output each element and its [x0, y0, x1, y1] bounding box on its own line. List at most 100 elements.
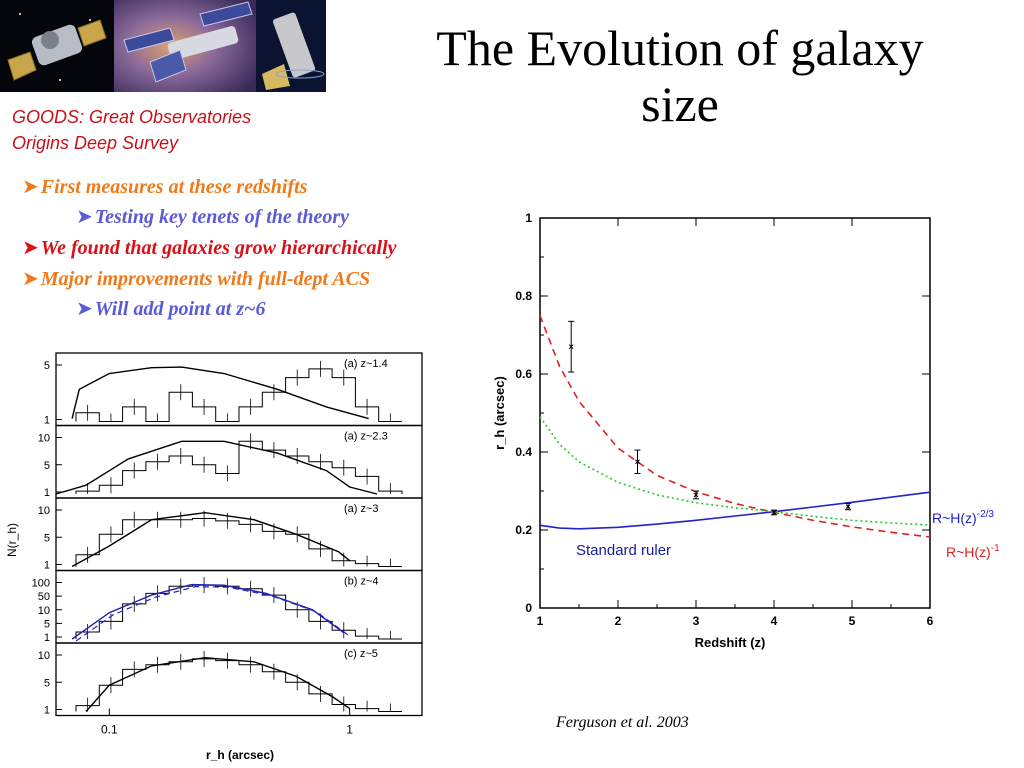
data-point	[568, 320, 575, 373]
x-tick-label: 0.1	[101, 723, 118, 737]
goods-caption-line2: Origins Deep Survey	[12, 133, 179, 153]
histogram-steps	[75, 518, 402, 567]
y-tick-label: 0.4	[515, 445, 532, 459]
histogram-steps	[75, 440, 403, 494]
histogram-steps	[75, 368, 402, 422]
y-tick-label: 0.2	[515, 523, 532, 537]
x-tick-label: 2	[615, 614, 622, 628]
bullet-item: ➤ We found that galaxies grow hierarchica…	[22, 235, 397, 260]
model-curve	[85, 656, 351, 712]
y-tick-label: 1	[44, 632, 50, 644]
y-tick-label: 10	[38, 505, 50, 517]
y-tick-label: 0.8	[515, 289, 532, 303]
bullet-item: ➤ Testing key tenets of the theory	[76, 204, 349, 229]
goods-caption: GOODS: Great Observatories Origins Deep …	[12, 104, 251, 156]
x-axis-label: Redshift (z)	[695, 635, 766, 650]
x-tick-label: 3	[693, 614, 700, 628]
y-tick-label: 10	[38, 650, 50, 662]
model-curve	[71, 511, 351, 568]
legend-rh-hz-23: R~H(z)-2/3	[932, 509, 994, 526]
arrow-bullet-icon: ➤	[76, 298, 93, 320]
y-tick-label: 1	[44, 415, 50, 427]
y-tick-label: 1	[44, 705, 50, 717]
data-point	[693, 490, 699, 500]
y-tick-label: 50	[38, 591, 50, 603]
y-tick-label: 5	[44, 532, 50, 544]
point-marker	[635, 459, 640, 465]
arrow-bullet-icon: ➤	[22, 237, 39, 259]
histogram-steps	[75, 658, 402, 712]
satellite-images	[0, 0, 326, 92]
model-curve-dashed	[75, 585, 349, 642]
y-tick-label: 0.6	[515, 367, 532, 381]
goods-caption-line1: GOODS: Great Observatories	[12, 107, 252, 127]
data-point	[845, 502, 852, 511]
y-tick-label: 5	[44, 677, 50, 689]
panel-label: (a) z~1.4	[344, 358, 388, 370]
histogram-panel: 1 5 10 (a) z~3	[38, 497, 423, 572]
arrow-bullet-icon: ➤	[76, 206, 93, 228]
bullet-text: Will add point at z~6	[94, 298, 266, 320]
histogram-steps	[75, 584, 402, 640]
series-group	[539, 315, 931, 538]
legend-exponent: -2/3	[977, 509, 995, 520]
y-tick-label: 5	[44, 460, 50, 472]
histogram-panel: 1 5 (a) z~1.4	[44, 352, 423, 427]
bullet-item: ➤ Will add point at z~6	[76, 296, 265, 321]
panel-label: (c) z~5	[344, 648, 378, 660]
telescope-satellite-icon	[0, 0, 114, 92]
series-line-0	[539, 491, 931, 530]
bullet-text: Major improvements with full-dept ACS	[40, 268, 371, 290]
panel-label: (a) z~2.3	[344, 431, 388, 443]
legend-label: R~H(z)	[946, 544, 991, 560]
y-tick-label: 10	[38, 605, 50, 617]
series-line-1	[539, 315, 931, 538]
y-axis-label: r_h (arcsec)	[492, 376, 507, 450]
x-tick-label: 1	[537, 614, 544, 628]
y-tick-label: 0	[525, 601, 532, 615]
x-tick-label: 1	[346, 723, 353, 737]
space-telescope-icon	[256, 0, 326, 92]
bullet-text: First measures at these redshifts	[40, 176, 308, 198]
bullet-item: ➤ First measures at these redshifts	[22, 174, 307, 199]
data-point	[634, 449, 641, 474]
data-points	[568, 320, 852, 516]
series-line-2	[539, 416, 931, 526]
satellite-icon	[114, 0, 256, 92]
y-tick-label: 5	[44, 618, 50, 630]
legend-rh-hz-1: R~H(z)-1	[946, 543, 1000, 560]
slide-title: The Evolution of galaxy size	[360, 20, 1000, 132]
x-tick-label: 5	[849, 614, 856, 628]
x-axis-label: r_h (arcsec)	[206, 748, 274, 762]
point-marker	[568, 344, 574, 350]
x-tick-label: 4	[771, 614, 778, 628]
point-marker	[845, 504, 851, 509]
model-curve	[71, 366, 369, 420]
annotation-standard-ruler: Standard ruler	[576, 542, 671, 559]
arrow-bullet-icon: ➤	[22, 176, 39, 198]
y-tick-label: 5	[44, 360, 50, 372]
panel-frame	[55, 642, 423, 717]
slide-title-line1: The Evolution of galaxy	[436, 20, 924, 76]
legend-label: R~H(z)	[932, 510, 977, 526]
bullet-item: ➤ Major improvements with full-dept ACS	[22, 266, 370, 291]
y-tick-label: 100	[32, 578, 50, 590]
y-tick-label: 1	[44, 560, 50, 572]
citation: Ferguson et al. 2003	[556, 714, 689, 731]
y-tick-label: 1	[525, 211, 532, 225]
model-curve	[71, 583, 345, 640]
axis-ticks: 1 2 3 4 5 6 0 0.2 0.4 0.6 0.8 1	[515, 211, 933, 628]
data-point	[771, 509, 777, 516]
point-marker	[693, 492, 699, 498]
x-tick-label: 6	[927, 614, 934, 628]
model-curve	[55, 440, 378, 495]
slide-title-line2: size	[641, 76, 719, 132]
bullet-text: Testing key tenets of the theory	[94, 206, 350, 228]
y-tick-label: 10	[38, 433, 50, 445]
bullet-text: We found that galaxies grow hierarchical…	[40, 237, 397, 259]
legend-exponent: -1	[991, 543, 1000, 554]
panel-label: (b) z~4	[344, 576, 379, 588]
arrow-bullet-icon: ➤	[22, 268, 39, 290]
